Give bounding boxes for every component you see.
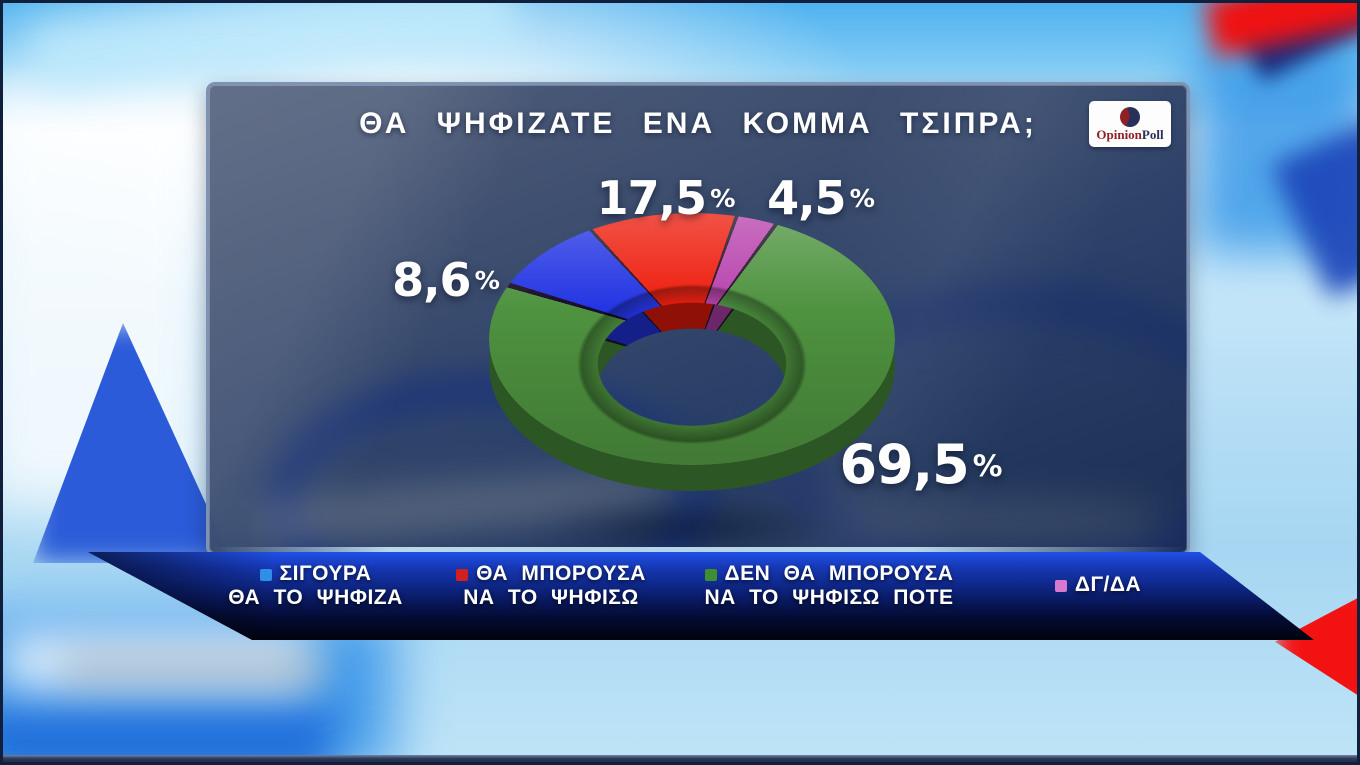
logo-text-poll: Poll	[1141, 127, 1164, 142]
poll-panel: ΘΑ ΨΗΦΙΖΑΤΕ ΕΝΑ ΚΟΜΜΑ ΤΣΙΠΡΑ; OpinionPol…	[206, 82, 1190, 556]
legend-swatch-green	[704, 569, 717, 581]
legend-label-line: ΝΑ ΤΟ ΨΗΦΙΣΩ ΠΟΤΕ	[704, 586, 954, 609]
opinionpoll-pie-icon	[1120, 107, 1140, 127]
legend-band-shading	[88, 552, 1314, 640]
legend-swatch-pink	[1054, 580, 1067, 592]
donut-gloss-overlay	[489, 213, 895, 465]
bg-gray-streak-bottom-left	[63, 651, 323, 687]
callout-value: 69,5	[839, 433, 970, 496]
callout-red-segment: 17,5%	[581, 171, 751, 225]
legend-item-sigoura: ΣΙΓΟΥΡΑ ΘΑ ΤΟ ΨΗΦΙΖΑ	[188, 562, 443, 610]
legend-item-den-tha-mporousa: ΔΕΝ ΘΑ ΜΠΟΡΟΥΣΑ ΝΑ ΤΟ ΨΗΦΙΣΩ ΠΟΤΕ	[679, 562, 979, 610]
legend-label-line: ΘΑ ΤΟ ΨΗΦΙΖΑ	[228, 586, 403, 609]
callout-value: 4,5	[767, 171, 846, 225]
poll-question-title: ΘΑ ΨΗΦΙΖΑΤΕ ΕΝΑ ΚΟΜΜΑ ΤΣΙΠΡΑ;	[359, 107, 1037, 140]
legend-swatch-red	[456, 569, 469, 581]
percent-sign: %	[972, 449, 1003, 484]
donut-top-face	[489, 213, 895, 465]
legend-swatch-blue	[259, 569, 272, 581]
bottom-frame-bar	[3, 755, 1357, 762]
opinionpoll-logo-text: OpinionPoll	[1096, 128, 1163, 141]
donut-drop-shadow	[467, 487, 917, 553]
opinionpoll-logo: OpinionPoll	[1089, 101, 1171, 147]
legend-label-line: ΘΑ ΜΠΟΡΟΥΣΑ	[476, 562, 646, 585]
panel-band-seam-highlight	[213, 547, 1188, 552]
percent-sign: %	[710, 184, 736, 213]
percent-sign: %	[849, 184, 875, 213]
callout-blue-segment: 8,6%	[366, 253, 526, 307]
bg-red-shape-bottom-right	[1275, 581, 1357, 716]
legend-label-line: ΔΕΝ ΘΑ ΜΠΟΡΟΥΣΑ	[724, 562, 954, 585]
legend-item-tha-mporousa: ΘΑ ΜΠΟΡΟΥΣΑ ΝΑ ΤΟ ΨΗΦΙΣΩ	[431, 562, 671, 610]
legend-label-line: ΣΙΓΟΥΡΑ	[279, 562, 372, 585]
callout-value: 8,6	[392, 253, 471, 307]
bg-cyan-streak	[30, 3, 516, 94]
legend-label-line: ΔΓ/ΔΑ	[1074, 573, 1142, 596]
legend-band: ΣΙΓΟΥΡΑ ΘΑ ΤΟ ΨΗΦΙΖΑ ΘΑ ΜΠΟΡΟΥΣΑ ΝΑ ΤΟ Ψ…	[88, 552, 1314, 640]
callout-magenta-segment: 4,5%	[746, 171, 896, 225]
legend-item-dg-da: ΔΓ/ΔΑ	[1028, 573, 1168, 597]
callout-green-segment: 69,5%	[816, 433, 1026, 496]
bg-deepblue-bottom-left	[3, 703, 333, 762]
callout-value: 17,5	[596, 171, 707, 225]
percent-sign: %	[474, 266, 500, 295]
legend-label-line: ΝΑ ΤΟ ΨΗΦΙΣΩ	[463, 586, 639, 609]
donut-chart	[489, 213, 895, 491]
logo-text-opinion: Opinion	[1096, 127, 1142, 142]
